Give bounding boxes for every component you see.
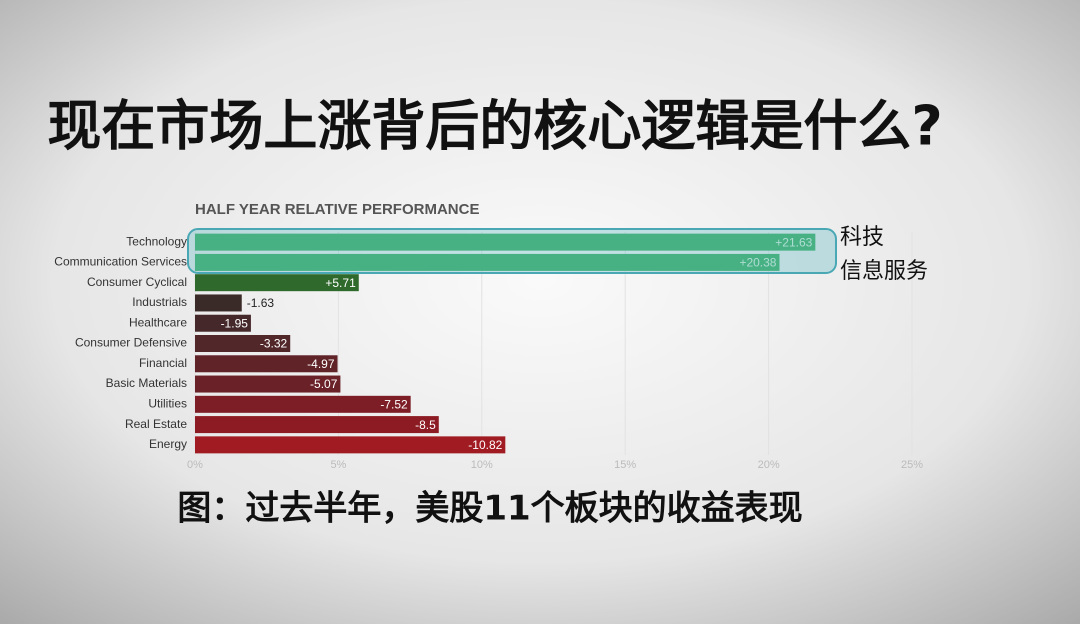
value-label: -1.95 — [221, 316, 249, 330]
value-label: -7.52 — [380, 397, 408, 411]
value-label: -5.07 — [310, 377, 338, 391]
category-label: Technology — [126, 234, 187, 248]
x-tick-label: 25% — [901, 459, 923, 471]
value-label: -8.5 — [415, 418, 436, 432]
category-label: Energy — [149, 437, 187, 451]
x-tick-label: 0% — [187, 459, 203, 471]
value-label: +21.63 — [775, 235, 812, 249]
category-label: Communication Services — [54, 255, 187, 269]
category-label: Healthcare — [129, 315, 187, 329]
category-label: Industrials — [132, 295, 187, 309]
value-label: -1.63 — [247, 296, 275, 310]
x-tick-label: 15% — [614, 459, 636, 471]
bar — [195, 436, 506, 454]
bar — [195, 355, 338, 373]
bar — [195, 375, 341, 393]
category-label: Real Estate — [125, 417, 187, 431]
x-tick-label: 10% — [471, 459, 493, 471]
category-label: Utilities — [148, 396, 187, 410]
chart-title: HALF YEAR RELATIVE PERFORMANCE — [195, 201, 479, 218]
annotation: 科技 — [840, 225, 884, 250]
x-tick-label: 20% — [758, 459, 780, 471]
category-label: Basic Materials — [106, 376, 187, 390]
bar — [195, 294, 242, 312]
value-label: +20.38 — [739, 256, 776, 270]
value-label: -10.82 — [468, 438, 502, 452]
caption: 图：过去半年，美股11个板块的收益表现 — [177, 489, 802, 529]
bar — [195, 233, 816, 251]
value-label: -3.32 — [260, 337, 288, 351]
value-label: -4.97 — [307, 357, 335, 371]
category-label: Consumer Defensive — [75, 336, 187, 350]
bar — [195, 416, 439, 434]
highlight-box — [187, 228, 837, 274]
bar — [195, 395, 411, 413]
bar — [195, 314, 251, 332]
plot: 0% 5% 10% 15% 20% 25% Technology +21.63 Communic… — [54, 232, 923, 471]
category-label: Consumer Cyclical — [87, 275, 187, 289]
x-tick-label: 5% — [330, 459, 346, 471]
value-label: +5.71 — [325, 276, 356, 290]
annotation: 信息服务 — [840, 259, 928, 284]
bar — [195, 335, 291, 352]
category-label: Financial — [139, 356, 187, 370]
bar — [195, 253, 780, 271]
bar — [195, 274, 359, 292]
headline: 现在市场上涨背后的核心逻辑是什么? — [47, 95, 942, 158]
